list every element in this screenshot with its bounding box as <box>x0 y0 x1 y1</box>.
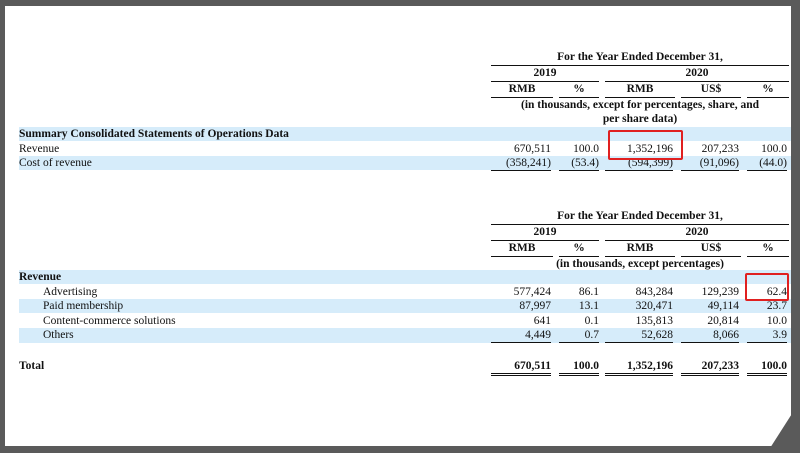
t1-rule-top <box>491 65 789 66</box>
t2-cell: 0.1 <box>584 315 599 327</box>
t2-cell: 3.9 <box>747 328 787 343</box>
t2-rule-h3 <box>605 256 675 257</box>
t2-row-label: Content-commerce solutions <box>43 315 176 327</box>
t1-cell: (53.4) <box>559 156 599 171</box>
t2-cell: 577,424 <box>513 286 551 298</box>
t2-band-row <box>19 299 791 313</box>
document-page: For the Year Ended December 31, 2019 202… <box>5 6 791 446</box>
t2-rule-top <box>491 224 789 225</box>
t2-rule-2019 <box>491 240 599 241</box>
t2-total-label: Total <box>19 360 45 372</box>
t1-cell: 100.0 <box>573 143 599 155</box>
t1-cell: 207,233 <box>701 143 739 155</box>
t2-col-usd-2020: US$ <box>700 242 722 254</box>
highlight-box-revenue-2020 <box>608 130 683 160</box>
t1-cell: 1,352,196 <box>627 143 673 155</box>
t2-rule-h5 <box>747 256 789 257</box>
t2-rule-h4 <box>681 256 741 257</box>
t2-col-rmb-2020: RMB <box>626 242 654 254</box>
t2-cell: 0.7 <box>559 328 599 343</box>
t1-row-label: Cost of revenue <box>19 157 92 169</box>
t1-row-label: Revenue <box>19 143 60 155</box>
t2-cell: 23.7 <box>766 300 787 312</box>
t2-col-pct-2020: % <box>762 242 774 254</box>
t2-year-2020: 2020 <box>685 226 709 238</box>
t2-cell: 129,239 <box>701 286 739 298</box>
t2-row-label: Paid membership <box>43 300 124 312</box>
t2-cell: 320,471 <box>635 300 673 312</box>
t2-total-cell: 207,233 <box>681 359 739 376</box>
t1-band-row <box>19 156 791 170</box>
t1-section-title: Summary Consolidated Statements of Opera… <box>19 128 289 140</box>
t1-rule-h2 <box>559 97 599 98</box>
t2-total-cell: 670,511 <box>491 359 551 376</box>
t2-year-2019: 2019 <box>533 226 557 238</box>
t2-cell: 13.1 <box>578 300 599 312</box>
t1-cell: (594,399) <box>605 156 673 171</box>
t2-cell: 87,997 <box>519 300 551 312</box>
t1-col-usd-2020: US$ <box>700 83 722 95</box>
t1-units-note-1: (in thousands, except for percentages, s… <box>521 99 759 111</box>
t1-band-section <box>19 127 791 141</box>
t1-period-header: For the Year Ended December 31, <box>557 51 723 63</box>
t2-cell: 49,114 <box>707 300 739 312</box>
t1-cell: (358,241) <box>491 156 551 171</box>
t2-cell: 843,284 <box>635 286 673 298</box>
t2-band-section <box>19 270 791 284</box>
t1-rule-h4 <box>681 97 741 98</box>
t2-rule-2020 <box>605 240 789 241</box>
t2-cell: 62.4 <box>766 286 787 298</box>
t2-row-label: Advertising <box>43 286 98 298</box>
t1-cell: 670,511 <box>514 143 551 155</box>
t1-year-2020: 2020 <box>685 67 709 79</box>
t2-band-row <box>19 328 791 343</box>
t2-cell: 86.1 <box>578 286 599 298</box>
t2-cell: 4,449 <box>491 328 551 343</box>
t1-cell: 100.0 <box>761 143 787 155</box>
t1-year-2019: 2019 <box>533 67 557 79</box>
t2-cell: 20,814 <box>707 315 739 327</box>
t2-total-cell: 100.0 <box>559 359 599 376</box>
t1-cell: (91,096) <box>681 156 739 171</box>
t2-col-pct-2019: % <box>573 242 585 254</box>
highlight-box-advertising-pct <box>745 273 789 301</box>
t2-cell: 52,628 <box>605 328 673 343</box>
t1-units-note-2: per share data) <box>602 113 678 125</box>
t2-cell: 641 <box>533 315 551 327</box>
t2-cell: 135,813 <box>635 315 673 327</box>
t1-rule-h5 <box>747 97 789 98</box>
t1-rule-2019 <box>491 81 599 82</box>
t2-section-title: Revenue <box>19 271 62 283</box>
t2-col-rmb-2019: RMB <box>508 242 536 254</box>
t2-period-header: For the Year Ended December 31, <box>557 210 723 222</box>
t2-rule-h1 <box>491 256 553 257</box>
t2-row-label: Others <box>43 329 74 341</box>
t1-cell: (44.0) <box>747 156 787 171</box>
t2-rule-h2 <box>559 256 599 257</box>
t1-rule-h1 <box>491 97 553 98</box>
t2-total-cell: 1,352,196 <box>605 359 673 376</box>
t1-col-rmb-2020: RMB <box>626 83 654 95</box>
t2-cell: 10.0 <box>766 315 787 327</box>
t2-total-cell: 100.0 <box>747 359 787 376</box>
t1-col-pct-2020: % <box>762 83 774 95</box>
t2-cell: 8,066 <box>681 328 739 343</box>
t1-col-rmb-2019: RMB <box>508 83 536 95</box>
t1-rule-h3 <box>605 97 675 98</box>
t1-col-pct-2019: % <box>573 83 585 95</box>
t1-rule-2020 <box>605 81 789 82</box>
t2-units-note: (in thousands, except percentages) <box>556 258 724 270</box>
